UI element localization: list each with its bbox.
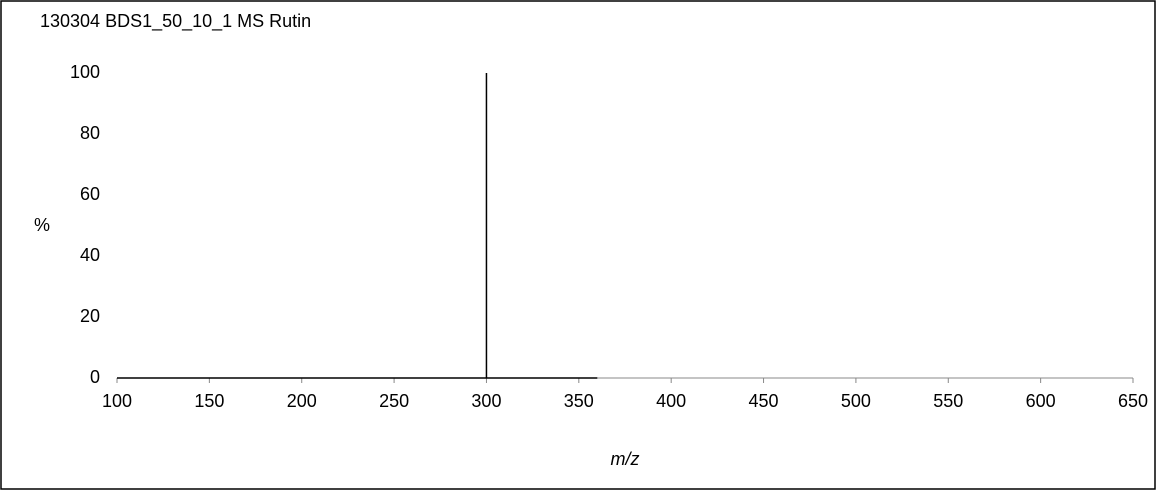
chart-title: 130304 BDS1_50_10_1 MS Rutin [40, 11, 311, 32]
y-tick-label: 60 [80, 184, 100, 204]
y-tick-label: 0 [90, 367, 100, 387]
x-tick-label: 200 [287, 391, 317, 411]
y-tick-label: 100 [70, 62, 100, 82]
x-tick-label: 300 [471, 391, 501, 411]
x-tick-label: 600 [1026, 391, 1056, 411]
spectrum-line [117, 73, 598, 379]
y-tick-label: 40 [80, 245, 100, 265]
y-axis-label: % [34, 215, 50, 235]
y-tick-label: 20 [80, 306, 100, 326]
x-tick-label: 350 [564, 391, 594, 411]
y-tick-label: 80 [80, 123, 100, 143]
x-tick-label: 400 [656, 391, 686, 411]
x-tick-label: 650 [1118, 391, 1148, 411]
x-tick-label: 450 [749, 391, 779, 411]
x-tick-label: 150 [194, 391, 224, 411]
x-tick-label: 500 [841, 391, 871, 411]
x-tick-label: 550 [933, 391, 963, 411]
x-tick-label: 100 [102, 391, 132, 411]
x-axis-label: m/z [611, 449, 640, 469]
x-tick-label: 250 [379, 391, 409, 411]
